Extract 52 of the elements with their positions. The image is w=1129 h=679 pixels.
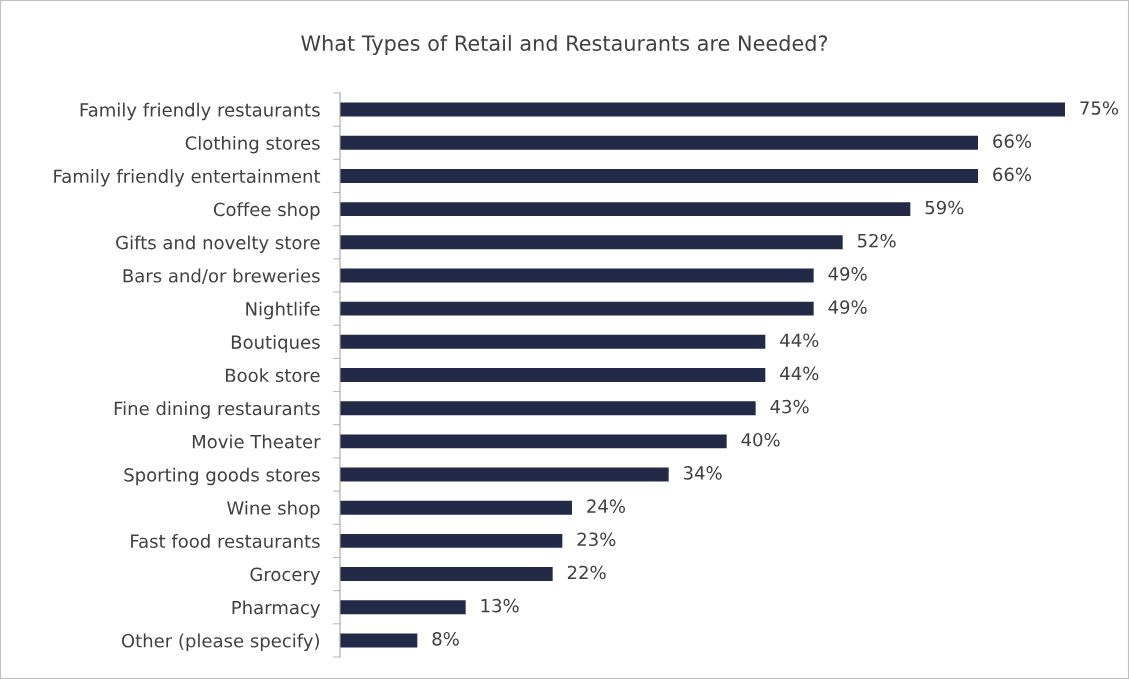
data-label: 24% [587, 499, 626, 513]
bar [340, 102, 1065, 117]
bar [340, 500, 572, 515]
bar [340, 434, 727, 449]
data-label: 44% [780, 366, 819, 381]
y-tick-label: Wine shop [227, 500, 320, 519]
data-label: 59% [925, 200, 964, 215]
bar [340, 368, 766, 382]
y-tick-label: Fast food restaurants [131, 534, 320, 548]
bar [340, 202, 911, 217]
data-label: 22% [567, 565, 606, 580]
bar [340, 268, 814, 283]
y-tick-label: Boutiques [231, 334, 320, 353]
y-tick-label: Book store [225, 368, 320, 383]
data-label: 34% [683, 466, 722, 480]
bar [340, 567, 553, 582]
bar [340, 235, 843, 250]
y-tick-label: Sporting goods stores [124, 467, 320, 486]
data-label: 75% [1080, 101, 1119, 115]
data-label: 49% [828, 300, 867, 314]
data-label: 43% [770, 399, 809, 414]
bar [340, 168, 978, 183]
y-tick-label: Pharmacy [232, 600, 321, 618]
data-label: 8% [432, 631, 459, 646]
bar [340, 135, 978, 150]
bar [340, 533, 563, 548]
y-tick-label: Family friendly entertainment [54, 169, 321, 187]
data-label: 40% [741, 432, 780, 447]
data-label: 13% [481, 598, 519, 613]
bar [340, 600, 466, 615]
data-label: 49% [828, 267, 867, 281]
y-tick-label: Gifts and novelty store [116, 235, 320, 253]
y-tick-label: Fine dining restaurants [114, 401, 320, 419]
y-tick-label: Coffee shop [213, 202, 320, 220]
bar [340, 401, 756, 416]
y-tick-label: Bars and/or breweries [123, 268, 320, 285]
data-label: 66% [993, 167, 1032, 182]
data-label: 52% [857, 233, 896, 248]
y-tick-label: Family friendly restaurants [80, 102, 320, 121]
bar [340, 301, 814, 316]
bar [340, 334, 766, 349]
chart-title: What Types of Retail and Restaurants are Needed? [301, 34, 828, 56]
bar [340, 467, 669, 482]
y-tick-label: Clothing stores [185, 135, 320, 154]
y-tick-label: Grocery [250, 567, 321, 585]
data-label: 66% [993, 134, 1032, 148]
y-tick-label: Nightlife [246, 301, 320, 320]
data-label: 44% [780, 333, 819, 348]
y-tick-label: Movie Theater [192, 434, 321, 449]
y-tick-label: Other (please specify) [121, 633, 319, 652]
bar [340, 633, 418, 648]
data-label: 23% [577, 532, 616, 547]
